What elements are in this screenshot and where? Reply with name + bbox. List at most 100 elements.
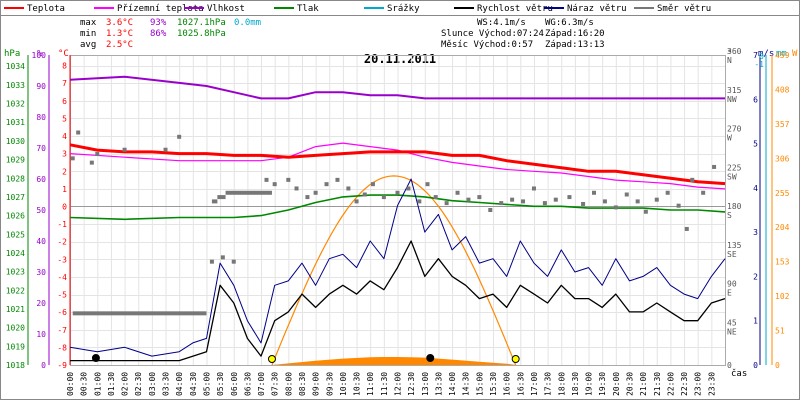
ms-axis-tick: 6 [753,95,758,104]
wind-direction-point [313,190,318,195]
stats-max-temp: 3.6°C [106,18,133,28]
solar-theoretical-curve [271,175,517,366]
wind-direction-point [163,147,168,152]
wind-direction-point [70,156,75,161]
degc-axis-tick: 8 [62,62,67,71]
x-axis-tick: 20:00 [612,372,621,396]
pct-axis-tick: 10 [36,330,46,339]
hpa-axis-tick: 1027 [6,193,25,202]
wind-direction-point [499,201,504,206]
w-axis-tick: 459 [775,51,790,60]
x-axis-tick: 14:00 [448,372,457,396]
deg-axis-dir-label: SE [727,250,737,259]
deg-axis-tick: 225 [727,163,742,172]
deg-axis-dir-label: NW [727,95,737,104]
wind-direction-point [272,182,277,187]
wind-direction-point [370,182,375,187]
x-axis-tick: 12:30 [407,372,416,396]
pct-axis-tick: 50 [36,206,46,215]
legend-label: Přízemní teplota [117,4,204,14]
degc-axis-tick: -2 [57,238,67,247]
ms-axis-tick: 4 [753,184,758,193]
wind-gust-line [69,178,726,357]
hpa-axis-tick: 1031 [6,118,25,127]
sun-marker [511,355,520,363]
mm-axis-tick: 0 [759,52,764,61]
wind-direction-point [76,130,81,135]
ms-axis-tick: 7 [753,51,758,60]
wind-direction-point [264,177,269,182]
ms-axis-tick: 2 [753,272,758,281]
wind-direction-point [294,186,299,191]
x-axis-tick: 23:00 [694,372,703,396]
degc-axis-tick: -3 [57,255,67,264]
info-moon-set: Západ:13:13 [545,40,605,50]
degc-axis-tick: -8 [57,343,67,352]
wind-direction-point [567,195,572,200]
degc-axis-tick: -7 [57,326,67,335]
pressure-line [69,194,726,221]
x-axis-tick: 01:30 [107,372,116,396]
ms-axis-tick: 0 [753,361,758,370]
pct-axis-tick: 40 [36,237,46,246]
x-axis-tick: 22:30 [680,372,689,396]
sun-marker [267,355,276,363]
deg-axis-tick: 45 [727,318,737,327]
ms-axis-tick: 3 [753,228,758,237]
wind-direction-point [592,190,596,195]
legend-label: Tlak [297,4,319,14]
x-axis-tick: 05:30 [216,372,225,396]
wind-direction-point [209,259,214,264]
x-axis-tick: 02:00 [121,372,130,396]
deg-axis-dir-label: NE [727,327,737,336]
hpa-axis-tick: 1020 [6,324,25,333]
moon-marker [426,354,435,362]
x-axis-tick: 21:30 [653,372,662,396]
stats-block: max 3.6°C 93% 1027.1hPa 0.0mm min 1.3°C … [80,18,261,50]
x-axis-tick: 20:30 [625,372,634,396]
legend-label: Teplota [27,4,65,14]
stats-avg-temp: 2.5°C [106,40,133,50]
x-axis-tick: 04:30 [189,372,198,396]
info-wg: WG:6.3m/s [545,18,594,28]
wind-direction-point [220,255,225,260]
wind-direction-bar [217,195,226,200]
wind-direction-point [177,134,182,139]
wind-direction-point [362,192,367,197]
wind-direction-point [477,195,482,200]
x-axis-label: čas [731,368,747,379]
wind-direction-point [701,190,706,195]
legend: Teplota Přízemní teplota Vlhkost Tlak Srážky… [4,4,711,14]
x-axis-tick: 07:30 [271,372,280,396]
hpa-unit-label: hPa [4,49,20,59]
wind-direction-point [665,190,670,195]
stats-avg-label: avg [80,40,96,50]
legend-label: Rychlost větru [477,4,553,14]
deg-axis-dir-label: SW [727,172,737,181]
hpa-axis-tick: 1019 [6,342,25,351]
w-unit-label: W [792,49,798,59]
ms-axis-tick: 1 [753,317,758,326]
hpa-axis-tick: 1029 [6,156,25,165]
wind-direction-point [654,197,659,202]
wind-direction-point [381,195,386,200]
x-axis-tick: 04:00 [175,372,184,396]
pct-axis-tick: 80 [36,113,46,122]
x-axis-tick: 23:30 [707,372,716,396]
hpa-axis-tick: 1026 [6,212,25,221]
wind-direction-point [346,186,351,191]
x-axis-tick: 10:30 [353,372,362,396]
x-axis-tick: 09:00 [312,372,321,396]
x-axis-tick: 08:30 [298,372,307,396]
x-axis-tick: 05:00 [202,372,211,396]
x-axis-tick: 06:30 [243,372,252,396]
stats-min-press: 1025.8hPa [177,29,226,39]
info-sun-rise: Slunce Východ:07:24 [441,29,544,39]
wind-direction-point [95,152,100,157]
x-axis-tick: 11:00 [366,372,375,396]
x-axis-tick: 12:00 [394,372,403,396]
plot-area [69,75,726,366]
degc-axis-tick: 1 [62,185,67,194]
degc-unit-label: °C [58,49,69,59]
